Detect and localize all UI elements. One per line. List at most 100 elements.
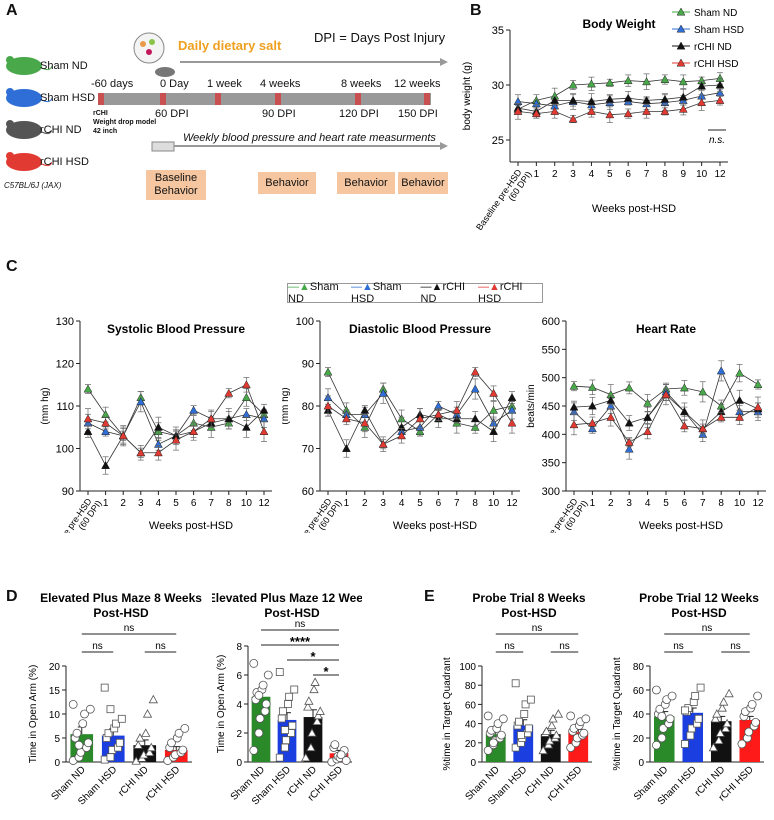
data-point: [83, 414, 93, 423]
x-tick-label: rCHI HSD: [143, 764, 182, 803]
x-tick-label: 7: [208, 498, 214, 509]
data-point: [280, 743, 289, 752]
data-point: [101, 426, 111, 435]
x-tick-label: 6: [682, 498, 688, 509]
dpi-definition: DPI = Days Post Injury: [314, 30, 446, 45]
rchi-model-text: rCHI Weight drop model 42 inch: [93, 109, 156, 136]
y-tick-label: 70: [302, 444, 314, 456]
data-point: [106, 705, 115, 714]
data-point: [521, 700, 530, 709]
data-point: [249, 745, 259, 755]
mouse-icon-rchi-hsd: [6, 152, 52, 171]
x-axis-label: Weeks post-HSD: [639, 520, 723, 532]
x-tick-label: 8: [226, 498, 232, 509]
data-point: [360, 418, 370, 427]
legend-label: rCHI ND: [694, 42, 732, 53]
data-point: [581, 714, 591, 724]
legend-item-sham-hsd: —▲Sham HSD: [350, 281, 402, 305]
data-point: [511, 743, 520, 752]
data-point: [716, 412, 726, 421]
legend-marker: [676, 58, 686, 67]
significance-label: ns: [702, 623, 713, 634]
data-point: [550, 95, 560, 104]
y-tick-label: 0: [638, 758, 644, 769]
data-point: [330, 740, 340, 750]
significance-label: ns: [155, 641, 166, 652]
data-point: [696, 683, 705, 692]
data-point: [694, 714, 703, 723]
data-point: [679, 383, 689, 392]
data-point: [83, 426, 93, 435]
legend-marker: [676, 7, 686, 16]
data-point: [307, 728, 317, 737]
significance-label: *: [310, 649, 316, 664]
x-tick-label: 12: [714, 169, 726, 180]
chart-title: Heart Rate: [636, 322, 696, 336]
data-point: [167, 738, 176, 748]
timeline-bar: [98, 93, 431, 105]
data-point: [606, 395, 616, 404]
data-point: [568, 80, 578, 89]
x-tick-label: 5: [417, 498, 423, 509]
x-tick-label: 12: [258, 498, 270, 509]
chart-title-line2: Post-HSD: [264, 606, 320, 620]
data-point: [452, 405, 462, 414]
x-tick-label: 5: [607, 169, 613, 180]
x-tick-label: 3: [380, 498, 386, 509]
data-point: [341, 756, 351, 765]
weekly-measurements-label: Weekly blood pressure and heart rate mea…: [183, 132, 436, 144]
group-label-sham-hsd: Sham HSD: [40, 92, 96, 104]
legend-item-rchi-nd: —▲rCHI ND: [420, 281, 466, 305]
data-point: [135, 733, 145, 742]
data-point: [249, 659, 259, 668]
x-tick-label: 12: [506, 498, 518, 509]
data-point: [148, 694, 158, 704]
strain-label: C57BL/6J (JAX): [4, 181, 62, 190]
data-point: [260, 706, 270, 716]
data-point: [341, 414, 351, 423]
data-point: [681, 740, 689, 748]
data-point: [652, 685, 661, 695]
x-tick-label: 10: [488, 498, 500, 509]
data-point: [587, 79, 596, 88]
data-point: [605, 94, 615, 103]
data-point: [517, 731, 525, 740]
data-point: [254, 690, 264, 700]
data-point: [280, 726, 289, 735]
data-point: [259, 426, 269, 435]
data-point: [737, 739, 747, 749]
data-point: [605, 110, 615, 119]
data-point: [323, 401, 333, 410]
y-tick-label: 60: [633, 686, 645, 697]
data-point: [698, 424, 708, 433]
x-tick-label: 2: [120, 498, 126, 509]
y-tick-label: 20: [465, 739, 477, 750]
data-point: [112, 719, 120, 728]
x-tick-label: 9: [680, 169, 686, 180]
y-axis-label: (mm hg): [40, 387, 51, 424]
y-tick-label: 2: [236, 729, 242, 740]
data-point: [470, 422, 480, 431]
data-point: [336, 750, 346, 760]
data-point: [679, 421, 689, 430]
data-point: [133, 740, 143, 749]
y-tick-label: 130: [56, 316, 74, 328]
heart-rate-chart: Heart Rate300350400450500550600Baseline …: [526, 316, 766, 533]
y-axis-label: Time in Open Arm (%): [28, 665, 39, 764]
data-point: [206, 414, 216, 423]
x-tick-label: 4: [645, 498, 651, 509]
data-point: [538, 745, 548, 755]
y-tick-label: 0: [236, 758, 242, 769]
timeline-tick-top: 0 Day: [160, 78, 189, 90]
data-point: [678, 77, 688, 86]
data-point: [524, 724, 533, 733]
data-point: [643, 426, 653, 435]
data-point: [101, 409, 111, 418]
data-point: [254, 728, 264, 738]
data-point: [553, 709, 564, 718]
syringe-icon: [151, 141, 175, 152]
data-point: [189, 426, 199, 435]
data-point: [146, 742, 156, 752]
